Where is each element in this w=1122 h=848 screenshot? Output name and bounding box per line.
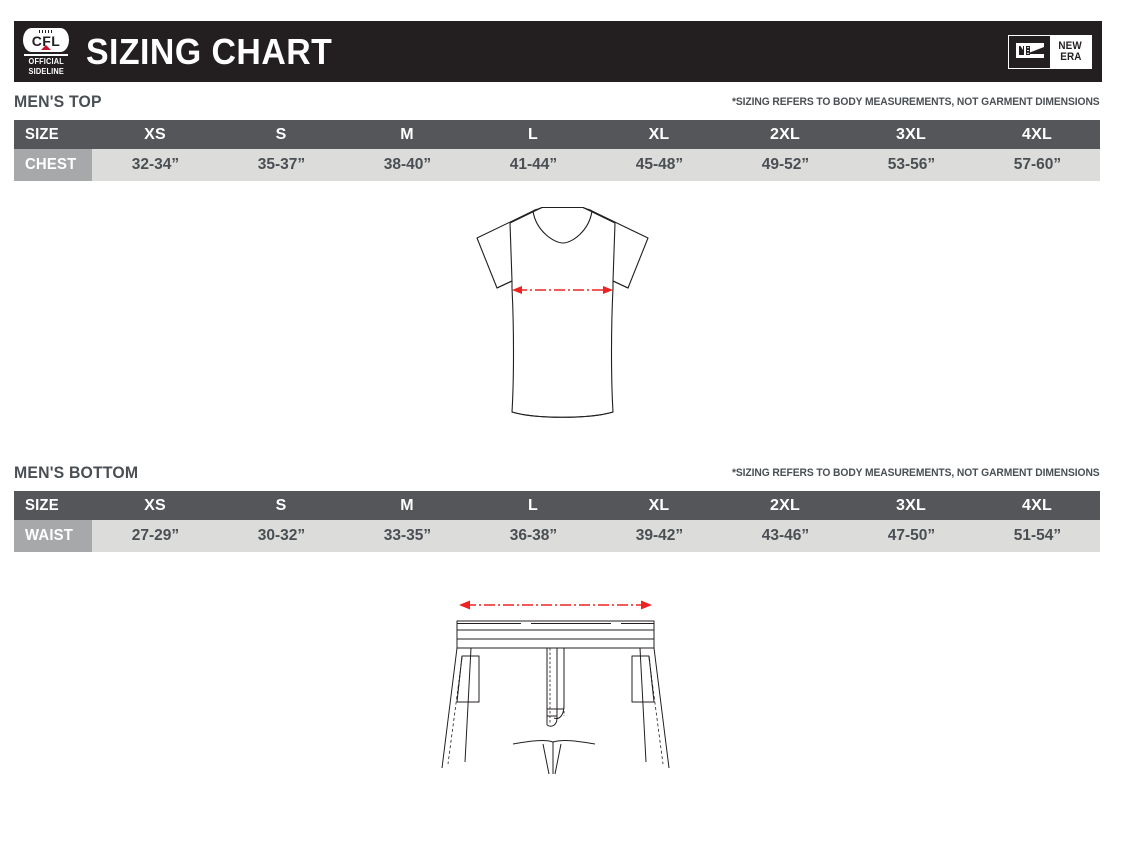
section-mens-top: MEN'S TOP *SIZING REFERS TO BODY MEASURE… (14, 92, 1102, 181)
section-mens-bottom: MEN'S BOTTOM *SIZING REFERS TO BODY MEAS… (14, 463, 1102, 552)
new-era-flag-icon (1009, 35, 1050, 68)
section-header-mens-bottom: MEN'S BOTTOM *SIZING REFERS TO BODY MEAS… (14, 463, 1102, 485)
row-label-waist: WAIST (14, 520, 92, 552)
cell-chest-xl: 45-48” (596, 149, 722, 181)
header-cell-size-l: L (470, 491, 596, 520)
cfl-football-icon: CFL (23, 27, 69, 52)
section-header-mens-top: MEN'S TOP *SIZING REFERS TO BODY MEASURE… (14, 92, 1102, 114)
new-era-word-line2: ERA (1059, 50, 1082, 63)
header-cell-size-3xl: 3XL (848, 491, 974, 520)
section-title-mens-top: MEN'S TOP (14, 92, 102, 111)
header-cell-size-2xl: 2XL (722, 120, 848, 149)
cfl-logo-subtitle-line2: SIDELINE (28, 66, 64, 76)
cell-waist-2xl: 43-46” (722, 520, 848, 552)
new-era-wordmark: NEW ERA (1050, 35, 1091, 68)
shorts-line-art (441, 600, 670, 775)
cell-waist-xl: 39-42” (596, 520, 722, 552)
header-cell-size-xs: XS (92, 120, 218, 149)
page-title: SIZING CHART (86, 30, 333, 72)
shorts-diagram (435, 592, 675, 787)
table-header-row: SIZE XS S M L XL 2XL 3XL 4XL (14, 491, 1100, 520)
page-header: CFL OFFICIAL SIDELINE SIZING CHART NEW E… (14, 21, 1102, 82)
cfl-logo-text: CFL (31, 32, 61, 49)
header-cell-size-2xl: 2XL (722, 491, 848, 520)
header-cell-size-m: M (344, 120, 470, 149)
section-title-mens-bottom: MEN'S BOTTOM (14, 463, 139, 482)
section-note-mens-top: *SIZING REFERS TO BODY MEASUREMENTS, NOT… (732, 96, 1100, 108)
header-cell-size-xl: XL (596, 491, 722, 520)
cell-chest-2xl: 49-52” (722, 149, 848, 181)
cell-waist-3xl: 47-50” (848, 520, 974, 552)
section-note-mens-bottom: *SIZING REFERS TO BODY MEASUREMENTS, NOT… (732, 467, 1100, 479)
cell-waist-xs: 27-29” (92, 520, 218, 552)
header-cell-size-s: S (218, 120, 344, 149)
table-row: WAIST 27-29” 30-32” 33-35” 36-38” 39-42”… (14, 520, 1100, 552)
cell-chest-m: 38-40” (344, 149, 470, 181)
cell-waist-l: 36-38” (470, 520, 596, 552)
tshirt-line-art (476, 206, 649, 418)
mens-bottom-size-table: SIZE XS S M L XL 2XL 3XL 4XL WAIST (14, 491, 1100, 552)
cell-waist-s: 30-32” (218, 520, 344, 552)
header-cell-size-s: S (218, 491, 344, 520)
chest-measurement-arrow (512, 286, 613, 294)
header-cell-size-3xl: 3XL (848, 120, 974, 149)
cell-chest-s: 35-37” (218, 149, 344, 181)
header-cell-size: SIZE (14, 491, 92, 520)
header-cell-size-l: L (470, 120, 596, 149)
mens-top-size-table: SIZE XS S M L XL 2XL 3XL 4XL CHEST (14, 120, 1100, 181)
table-row: CHEST 32-34” 35-37” 38-40” 41-44” 45-48”… (14, 149, 1100, 181)
cfl-official-sideline-logo: CFL OFFICIAL SIDELINE (22, 27, 70, 76)
waist-measurement-arrow (459, 600, 652, 610)
new-era-word-line1: NEW (1058, 39, 1083, 52)
header-cell-size-m: M (344, 491, 470, 520)
table-header-row: SIZE XS S M L XL 2XL 3XL 4XL (14, 120, 1100, 149)
row-label-chest: CHEST (14, 149, 92, 181)
new-era-logo: NEW ERA (1008, 34, 1092, 69)
cfl-logo-subtitle-line1: OFFICIAL (28, 56, 64, 66)
cell-chest-l: 41-44” (470, 149, 596, 181)
cell-chest-4xl: 57-60” (974, 149, 1100, 181)
cell-chest-xs: 32-34” (92, 149, 218, 181)
header-cell-size-4xl: 4XL (974, 120, 1100, 149)
cell-waist-m: 33-35” (344, 520, 470, 552)
header-cell-size-xl: XL (596, 120, 722, 149)
cell-waist-4xl: 51-54” (974, 520, 1100, 552)
cell-chest-3xl: 53-56” (848, 149, 974, 181)
new-era-flag-glyph (1015, 42, 1044, 58)
header-cell-size-4xl: 4XL (974, 491, 1100, 520)
cfl-logo-divider (24, 53, 68, 56)
tshirt-diagram (430, 198, 695, 443)
header-cell-size-xs: XS (92, 491, 218, 520)
header-cell-size: SIZE (14, 120, 92, 149)
